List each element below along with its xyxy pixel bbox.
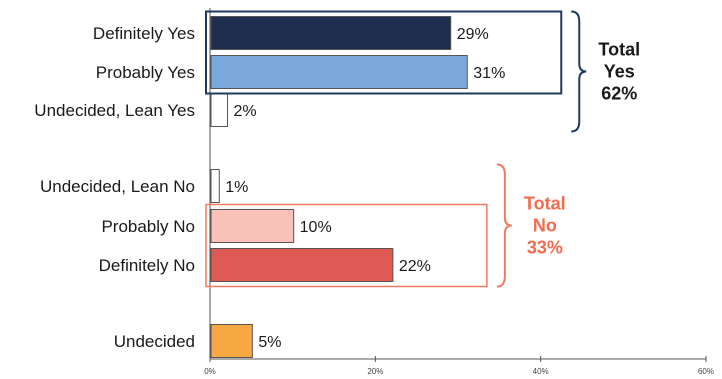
category-label: Definitely No bbox=[99, 256, 195, 275]
data-label: 29% bbox=[457, 26, 489, 43]
group-total-label: Total bbox=[524, 194, 566, 214]
group-total-label: Total bbox=[598, 40, 640, 60]
category-label: Probably No bbox=[101, 217, 195, 236]
x-tick-label: 60% bbox=[698, 367, 714, 376]
group-total-label: No bbox=[533, 216, 557, 236]
group-total-label: 62% bbox=[601, 84, 637, 104]
data-label: 1% bbox=[225, 179, 248, 196]
data-label: 31% bbox=[473, 65, 505, 82]
x-tick-label: 40% bbox=[533, 367, 549, 376]
group-total-label: 33% bbox=[527, 238, 563, 258]
bar bbox=[210, 324, 253, 358]
category-label: Undecided bbox=[114, 332, 195, 351]
data-label: 22% bbox=[399, 258, 431, 275]
data-label: 10% bbox=[300, 219, 332, 236]
group-brace bbox=[496, 163, 512, 288]
x-tick-label: 20% bbox=[367, 367, 383, 376]
bar bbox=[210, 169, 220, 203]
group-outline-box bbox=[205, 203, 488, 288]
category-label: Undecided, Lean Yes bbox=[34, 101, 195, 120]
bar bbox=[210, 55, 468, 89]
data-label: 5% bbox=[258, 334, 281, 351]
data-label: 2% bbox=[234, 103, 257, 120]
bar bbox=[210, 209, 295, 243]
bar bbox=[210, 248, 394, 282]
group-outline-box bbox=[205, 10, 563, 95]
category-label: Probably Yes bbox=[96, 63, 195, 82]
category-label: Undecided, Lean No bbox=[40, 177, 195, 196]
x-tick-label: 0% bbox=[204, 367, 216, 376]
category-label: Definitely Yes bbox=[93, 24, 195, 43]
bar bbox=[210, 16, 452, 50]
bar bbox=[210, 93, 229, 127]
group-brace bbox=[571, 10, 587, 133]
group-total-label: Yes bbox=[604, 62, 635, 82]
